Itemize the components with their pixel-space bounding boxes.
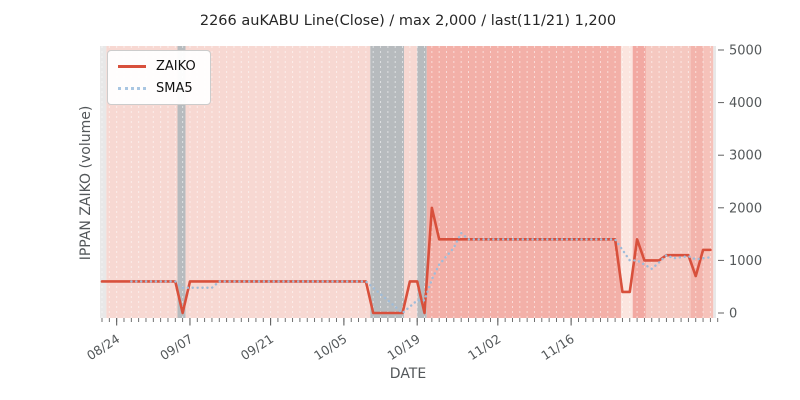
x-tick-label: 10/19 — [384, 331, 422, 363]
legend-item-zaiko: ZAIKO — [118, 60, 196, 73]
zaiko-line — [100, 206, 712, 315]
day-band — [417, 46, 427, 318]
x-tick-label: 10/05 — [311, 331, 349, 363]
x-tick-label: 11/16 — [538, 331, 576, 363]
day-band — [177, 46, 186, 318]
x-tick-label: 11/02 — [465, 331, 503, 363]
day-band — [713, 46, 716, 318]
x-tick-label: 08/24 — [84, 331, 122, 363]
day-band — [426, 46, 621, 318]
y-tick-label: 0 — [729, 307, 737, 322]
y-axis-label: IPPAN ZAIKO (volume) — [78, 105, 94, 261]
y-tick-label: 5000 — [729, 44, 762, 59]
y-tick-label: 1000 — [729, 254, 762, 269]
day-band — [370, 46, 404, 318]
legend: ZAIKO SMA5 — [107, 50, 211, 105]
legend-item-sma5: SMA5 — [118, 82, 196, 95]
sma5-line-swatch — [118, 87, 146, 90]
legend-label: ZAIKO — [156, 59, 196, 74]
day-band — [690, 46, 704, 318]
y-tick-label: 3000 — [729, 149, 762, 164]
zaiko-line-swatch — [118, 65, 146, 68]
chart-title: 2266 auKABU Line(Close) / max 2,000 / la… — [199, 13, 617, 29]
day-band — [100, 46, 107, 318]
day-band — [645, 46, 691, 318]
day-band — [703, 46, 714, 318]
y-tick-label: 4000 — [729, 96, 762, 111]
day-band — [403, 46, 418, 318]
x-tick-label: 09/21 — [238, 331, 276, 363]
y-tick-label: 2000 — [729, 201, 762, 216]
day-band — [632, 46, 646, 318]
legend-label: SMA5 — [156, 81, 193, 96]
day-band — [620, 46, 633, 318]
x-tick-label: 09/07 — [157, 331, 195, 363]
x-axis-label: DATE — [389, 366, 427, 382]
